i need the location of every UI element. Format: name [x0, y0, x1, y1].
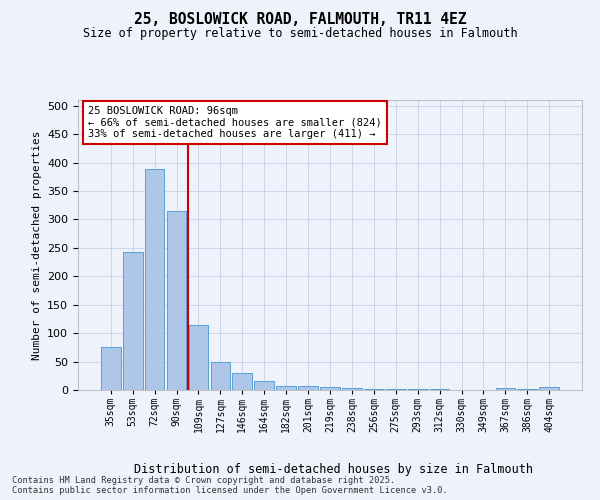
Bar: [342, 388, 362, 390]
Text: Size of property relative to semi-detached houses in Falmouth: Size of property relative to semi-detach…: [83, 28, 517, 40]
Bar: [496, 388, 515, 390]
Bar: [298, 386, 318, 390]
Bar: [320, 387, 340, 390]
Bar: [123, 252, 143, 390]
Text: 25, BOSLOWICK ROAD, FALMOUTH, TR11 4EZ: 25, BOSLOWICK ROAD, FALMOUTH, TR11 4EZ: [134, 12, 466, 28]
Bar: [539, 387, 559, 390]
Bar: [145, 170, 164, 390]
Bar: [167, 211, 187, 390]
Text: 25 BOSLOWICK ROAD: 96sqm
← 66% of semi-detached houses are smaller (824)
33% of : 25 BOSLOWICK ROAD: 96sqm ← 66% of semi-d…: [88, 106, 382, 139]
Bar: [364, 389, 384, 390]
Bar: [386, 389, 406, 390]
Text: Distribution of semi-detached houses by size in Falmouth: Distribution of semi-detached houses by …: [134, 462, 533, 475]
Bar: [254, 382, 274, 390]
Text: Contains HM Land Registry data © Crown copyright and database right 2025.
Contai: Contains HM Land Registry data © Crown c…: [12, 476, 448, 495]
Bar: [232, 373, 252, 390]
Bar: [101, 348, 121, 390]
Bar: [276, 386, 296, 390]
Y-axis label: Number of semi-detached properties: Number of semi-detached properties: [32, 130, 41, 360]
Bar: [211, 362, 230, 390]
Bar: [188, 325, 208, 390]
